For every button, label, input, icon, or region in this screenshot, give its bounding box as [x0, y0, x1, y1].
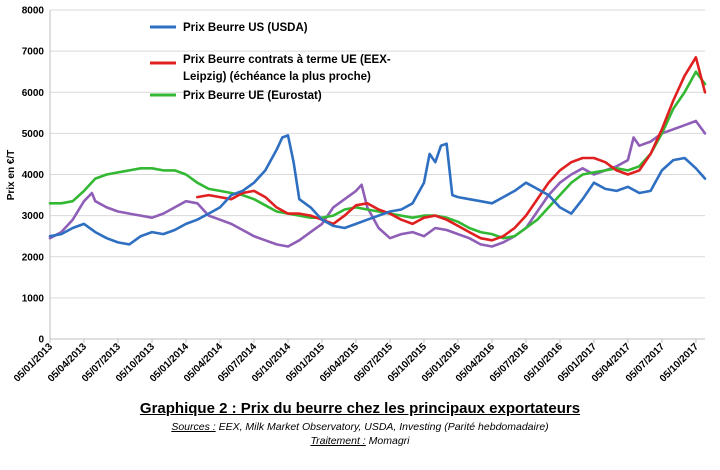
caption-sources: Sources : EEX, Milk Market Observatory, …: [0, 421, 720, 433]
y-tick-label: 6000: [22, 88, 45, 99]
sources-text: EEX, Milk Market Observatory, USDA, Inve…: [215, 421, 549, 433]
legend-label-us: Prix Beurre US (USDA): [183, 22, 308, 34]
traitement-text: Momagri: [365, 435, 410, 447]
y-tick-label: 0: [38, 335, 44, 346]
y-tick-label: 4000: [22, 170, 45, 181]
y-tick-label: 2000: [22, 252, 45, 263]
y-tick-labels: 0 1000 2000 3000 4000 5000 6000 7000 8000: [22, 6, 45, 346]
series-line-1: [196, 55, 707, 242]
y-tick-label: 7000: [22, 47, 45, 58]
y-axis-label: Prix en €/T: [6, 150, 17, 201]
y-tick-label: 1000: [22, 293, 45, 304]
y-tick-label: 3000: [22, 211, 45, 222]
series-line-3: [48, 119, 707, 248]
sources-label: Sources :: [171, 421, 216, 433]
legend-label-eu: Prix Beurre UE (Eurostat): [183, 90, 322, 102]
caption-traitement: Traitement : Momagri: [0, 435, 720, 447]
butter-price-chart: 0 1000 2000 3000 4000 5000 6000 7000 8000 05/01/…: [6, 6, 707, 385]
y-tick-label: 5000: [22, 129, 45, 140]
x-tick-labels: 05/01/201305/04/201305/07/201305/10/2013…: [12, 339, 701, 385]
legend: Prix Beurre US (USDA) Prix Beurre contra…: [150, 22, 391, 102]
legend-label-eex-line2: Leipzig) (échéance la plus proche): [183, 71, 371, 83]
series-line-0: [48, 134, 707, 246]
caption-title: Graphique 2 : Prix du beurre chez les pr…: [139, 400, 581, 417]
y-tick-label: 8000: [22, 6, 45, 17]
series-line-2: [48, 70, 707, 240]
traitement-label: Traitement :: [310, 435, 366, 447]
series-lines: [48, 55, 707, 248]
legend-label-eex-line1: Prix Beurre contrats à terme UE (EEX-: [183, 54, 391, 66]
chart-caption: Graphique 2 : Prix du beurre chez les pr…: [0, 400, 720, 447]
